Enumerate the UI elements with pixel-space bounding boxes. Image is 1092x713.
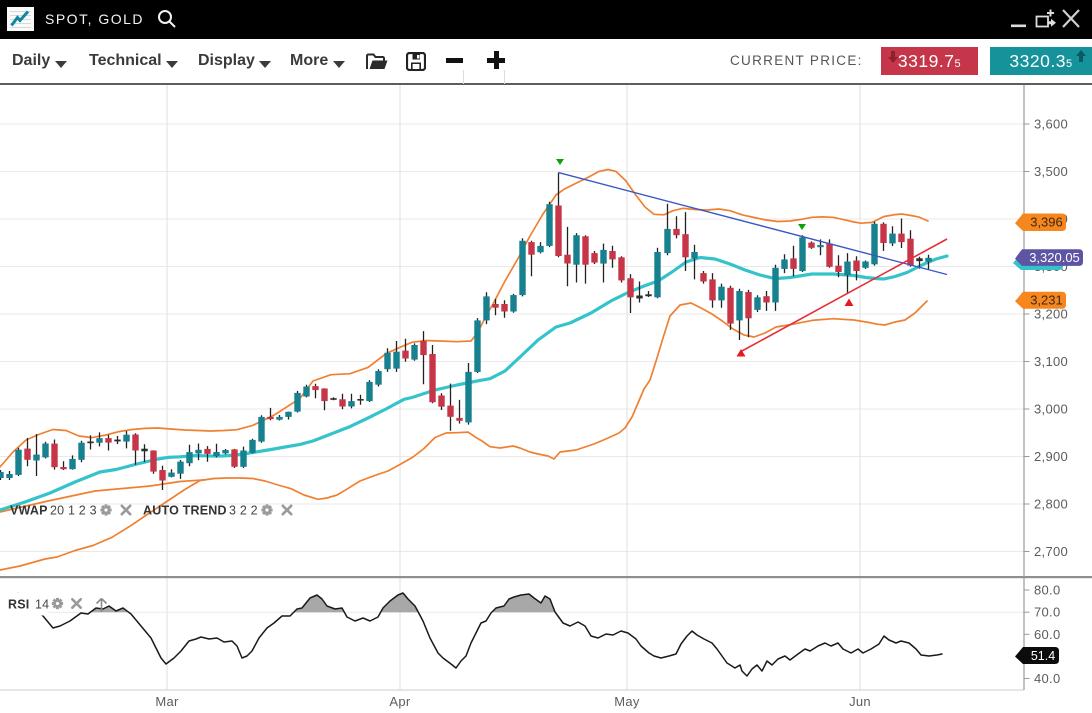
svg-text:51.4: 51.4 xyxy=(1031,649,1055,663)
svg-text:2,900: 2,900 xyxy=(1034,449,1068,464)
svg-text:3,000: 3,000 xyxy=(1034,402,1068,417)
svg-text:Mar: Mar xyxy=(155,694,179,709)
svg-text:May: May xyxy=(614,694,640,709)
svg-text:AUTO TREND: AUTO TREND xyxy=(143,504,227,518)
svg-text:Jun: Jun xyxy=(849,694,871,709)
svg-text:60.0: 60.0 xyxy=(1034,627,1061,642)
svg-text:70.0: 70.0 xyxy=(1034,605,1061,620)
svg-text:3,396: 3,396 xyxy=(1030,215,1063,230)
svg-text:3 2 2: 3 2 2 xyxy=(229,504,258,518)
svg-text:2,700: 2,700 xyxy=(1034,544,1068,559)
svg-text:3,231: 3,231 xyxy=(1030,293,1063,308)
svg-text:RSI: RSI xyxy=(8,598,29,612)
svg-text:3,500: 3,500 xyxy=(1034,164,1068,179)
svg-text:Apr: Apr xyxy=(389,694,411,709)
svg-text:3,200: 3,200 xyxy=(1034,307,1068,322)
svg-text:40.0: 40.0 xyxy=(1034,671,1061,686)
svg-text:20 1 2 3: 20 1 2 3 xyxy=(50,504,97,518)
svg-text:3,320.05: 3,320.05 xyxy=(1029,250,1080,265)
svg-text:VWAP: VWAP xyxy=(10,504,48,518)
svg-text:2,800: 2,800 xyxy=(1034,497,1068,512)
svg-text:3,600: 3,600 xyxy=(1034,117,1068,132)
svg-text:3,100: 3,100 xyxy=(1034,354,1068,369)
svg-text:14: 14 xyxy=(35,598,49,612)
svg-text:80.0: 80.0 xyxy=(1034,583,1061,598)
